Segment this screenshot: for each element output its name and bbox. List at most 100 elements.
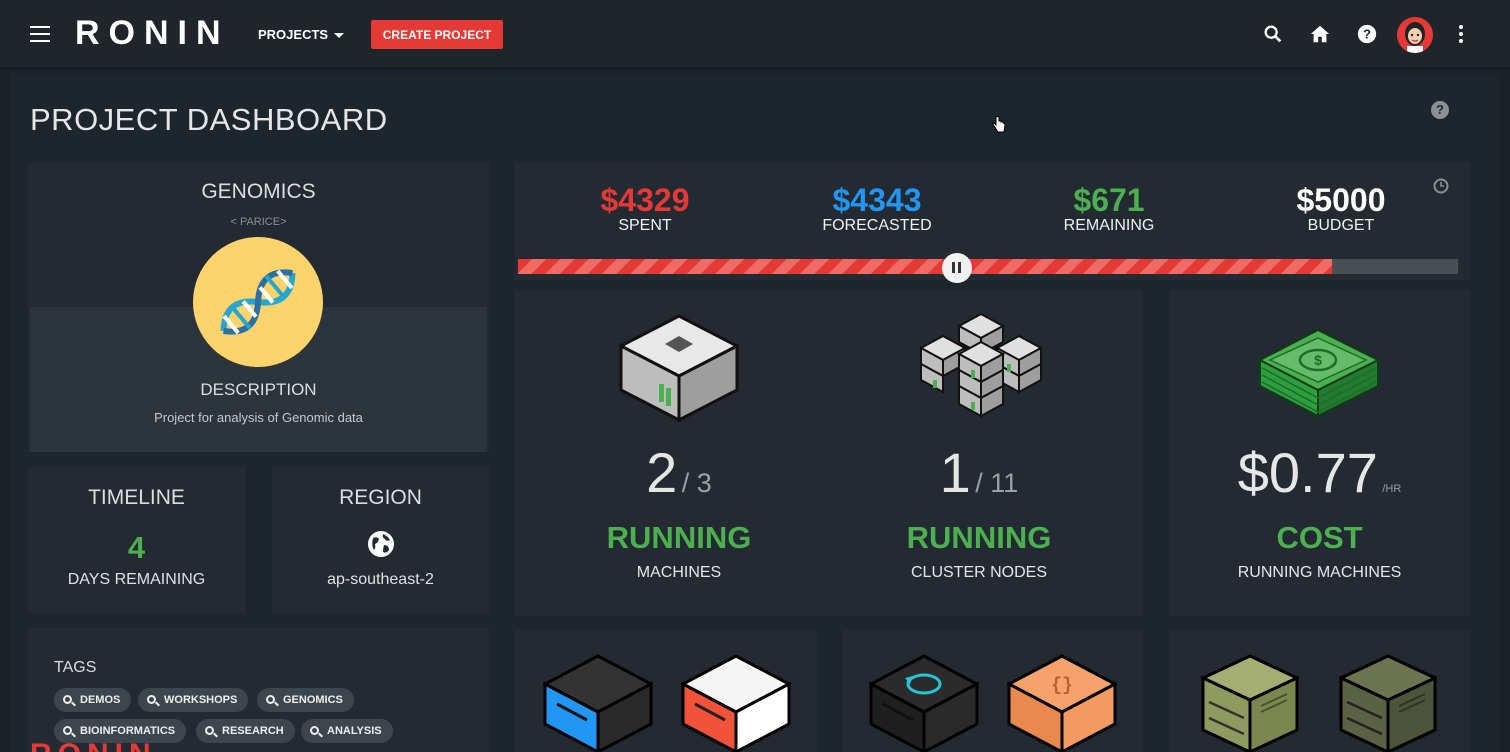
cluster-status: RUNNING [906, 520, 1052, 555]
machines-label: MACHINES [636, 564, 722, 581]
dna-icon [193, 237, 323, 367]
machines-count: 2 / 3 [515, 440, 843, 505]
svg-text:?: ? [1363, 27, 1371, 42]
svg-text:{}: {} [1051, 676, 1073, 696]
tag-research[interactable]: RESEARCH [196, 719, 295, 743]
more-vert-icon[interactable] [1459, 25, 1465, 46]
remaining-stat: $671 REMAINING [1009, 182, 1209, 235]
cluster-count: 1 / 11 [815, 440, 1143, 505]
cluster-stat: 1 / 11 RUNNING CLUSTER NODES [815, 290, 1143, 616]
server-icon [619, 314, 739, 423]
ronin-watermark: RONIN [30, 738, 157, 752]
tag-bioinformatics[interactable]: BIOINFORMATICS [54, 719, 187, 743]
budget-value: $5000 [1296, 182, 1386, 218]
machines-running: 2 [646, 441, 678, 504]
page-title: PROJECT DASHBOARD [30, 102, 388, 137]
svg-text:$: $ [1314, 352, 1322, 368]
description-text: Project for analysis of Genomic data [154, 410, 363, 425]
search-icon [205, 726, 214, 735]
spent-stat: $4329 SPENT [545, 182, 745, 235]
tags-card: TAGS DEMOS WORKSHOPS GENOMICS BIOINFORMA… [28, 628, 489, 752]
backup-card: {} [843, 630, 1143, 752]
tag-genomics[interactable]: GENOMICS [257, 688, 354, 712]
tag-label: ANALYSIS [327, 725, 382, 737]
storage-drive-icon[interactable] [1201, 654, 1299, 752]
remaining-value: $671 [1073, 182, 1145, 218]
tags-title: TAGS [54, 659, 97, 676]
create-project-button[interactable]: CREATE PROJECT [371, 20, 503, 49]
backup-machine-icon[interactable] [869, 654, 979, 752]
search-icon [310, 726, 319, 735]
help-icon[interactable]: ? [1356, 23, 1378, 45]
project-name: GENOMICS [201, 180, 316, 203]
timeline-label: DAYS REMAINING [67, 571, 206, 588]
cost-unit: /HR [1382, 483, 1402, 495]
tag-label: DEMOS [80, 694, 121, 706]
tag-label: BIOINFORMATICS [80, 725, 176, 737]
tag-label: GENOMICS [283, 694, 343, 706]
search-icon[interactable] [1262, 23, 1284, 45]
timeline-title: TIMELINE [88, 486, 185, 509]
money-icon: $ [1258, 328, 1380, 418]
project-card: GENOMICS < PARICE> DESCRIPTION Project f… [28, 162, 489, 452]
search-icon [63, 695, 72, 704]
spent-label: SPENT [618, 217, 672, 234]
caret-down-icon [334, 33, 345, 39]
cluster-running: 1 [939, 441, 971, 504]
cluster-label: CLUSTER NODES [910, 564, 1048, 581]
forecasted-value: $4343 [832, 182, 922, 218]
timeline-days: 4 [127, 530, 146, 565]
menu-icon[interactable] [30, 26, 50, 42]
cost-status: COST [1276, 520, 1363, 555]
timeline-card: TIMELINE 4 DAYS REMAINING [28, 466, 245, 614]
machines-status: RUNNING [606, 520, 752, 555]
archive-drive-icon[interactable] [1339, 654, 1437, 752]
budget-progress-fill [518, 259, 1332, 274]
tag-analysis[interactable]: ANALYSIS [301, 719, 393, 743]
cost-label: RUNNING MACHINES [1237, 564, 1402, 581]
tag-label: WORKSHOPS [164, 694, 238, 706]
search-icon [266, 695, 275, 704]
tag-demos[interactable]: DEMOS [54, 688, 132, 712]
description-title: DESCRIPTION [200, 380, 317, 399]
cost-card: $ $0.77 /HR COST RUNNING MACHINES [1169, 290, 1470, 616]
home-icon[interactable] [1309, 23, 1331, 45]
page-help-icon[interactable]: ? [1431, 101, 1449, 119]
machines-stat: 2 / 3 RUNNING MACHINES [515, 290, 843, 616]
search-icon [63, 726, 72, 735]
clock-icon[interactable] [1433, 178, 1449, 194]
search-icon [147, 695, 156, 704]
remaining-label: REMAINING [1063, 217, 1155, 234]
pause-button[interactable] [942, 253, 972, 283]
budget-label: BUDGET [1307, 217, 1375, 234]
region-card: REGION ap-southeast-2 [272, 466, 489, 614]
cluster-total: / 11 [975, 468, 1019, 498]
spent-value: $4329 [600, 182, 690, 218]
machine-types-card [515, 630, 817, 752]
budget-progress-bar [518, 259, 1458, 274]
cost-value: $0.77 [1237, 441, 1378, 504]
top-bar: RONIN PROJECTS CREATE PROJECT ? [0, 0, 1510, 70]
forecasted-label: FORECASTED [822, 217, 932, 234]
cost-amount: $0.77 /HR [1169, 440, 1470, 505]
tag-label: RESEARCH [222, 725, 284, 737]
forecasted-stat: $4343 FORECASTED [777, 182, 977, 235]
red-machine-icon[interactable] [681, 654, 791, 752]
budget-card: $4329 SPENT $4343 FORECASTED $671 REMAIN… [515, 162, 1470, 280]
tag-workshops[interactable]: WORKSHOPS [138, 688, 249, 712]
projects-dropdown[interactable]: PROJECTS [258, 27, 345, 42]
budget-stat: $5000 BUDGET [1241, 182, 1441, 235]
projects-label: PROJECTS [258, 27, 329, 42]
blue-machine-icon[interactable] [543, 654, 653, 752]
cluster-icon [919, 312, 1043, 418]
region-value: ap-southeast-2 [327, 571, 434, 588]
running-card: 2 / 3 RUNNING MACHINES [515, 290, 1143, 616]
user-avatar[interactable] [1397, 17, 1433, 53]
machines-total: / 3 [681, 468, 712, 498]
storage-card [1169, 630, 1470, 752]
package-icon[interactable]: {} [1007, 654, 1117, 752]
globe-icon [368, 531, 394, 557]
region-title: REGION [339, 486, 422, 509]
logo[interactable]: RONIN [75, 14, 230, 52]
hand-cursor-icon [992, 116, 1006, 133]
